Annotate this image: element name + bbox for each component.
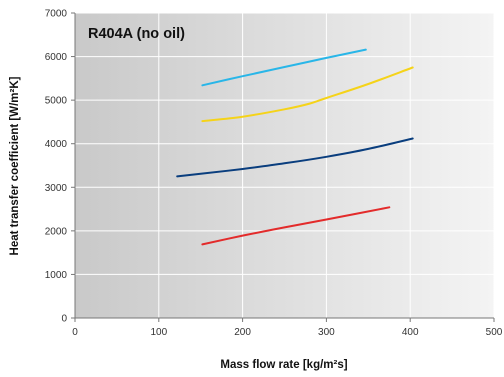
x-tick-label: 500 — [486, 327, 503, 338]
x-tick-label: 300 — [318, 327, 335, 338]
x-tick-label: 400 — [402, 327, 419, 338]
x-axis-label: Mass flow rate [kg/m²s] — [220, 359, 347, 371]
series-line-2 — [201, 66, 414, 123]
y-tick-label: 1000 — [45, 270, 68, 281]
series-line-4 — [201, 206, 391, 246]
series-line-3 — [176, 137, 414, 178]
plot-area — [75, 13, 494, 318]
y-tick-label: 3000 — [45, 183, 68, 194]
x-tick-labels: 0 100 200 300 400 500 — [72, 318, 503, 338]
chart-title: R404A (no oil) — [88, 26, 185, 42]
x-tick-label: 0 — [72, 327, 78, 338]
y-tick-label: 5000 — [45, 96, 68, 107]
y-tick-label: 6000 — [45, 52, 68, 63]
y-tick-label: 7000 — [45, 9, 68, 20]
y-tick-labels: 0 1000 2000 3000 4000 5000 6000 7000 — [45, 9, 75, 325]
series-line-1 — [201, 48, 367, 87]
y-tick-label: 0 — [61, 314, 67, 325]
y-tick-label: 4000 — [45, 139, 68, 150]
x-tick-label: 200 — [234, 327, 251, 338]
series-group — [176, 48, 414, 246]
grid — [75, 12, 495, 318]
y-tick-label: 2000 — [45, 226, 68, 237]
x-tick-label: 100 — [150, 327, 167, 338]
y-axis-label: Heat transfer coefficient [W/m²K] — [9, 76, 21, 255]
